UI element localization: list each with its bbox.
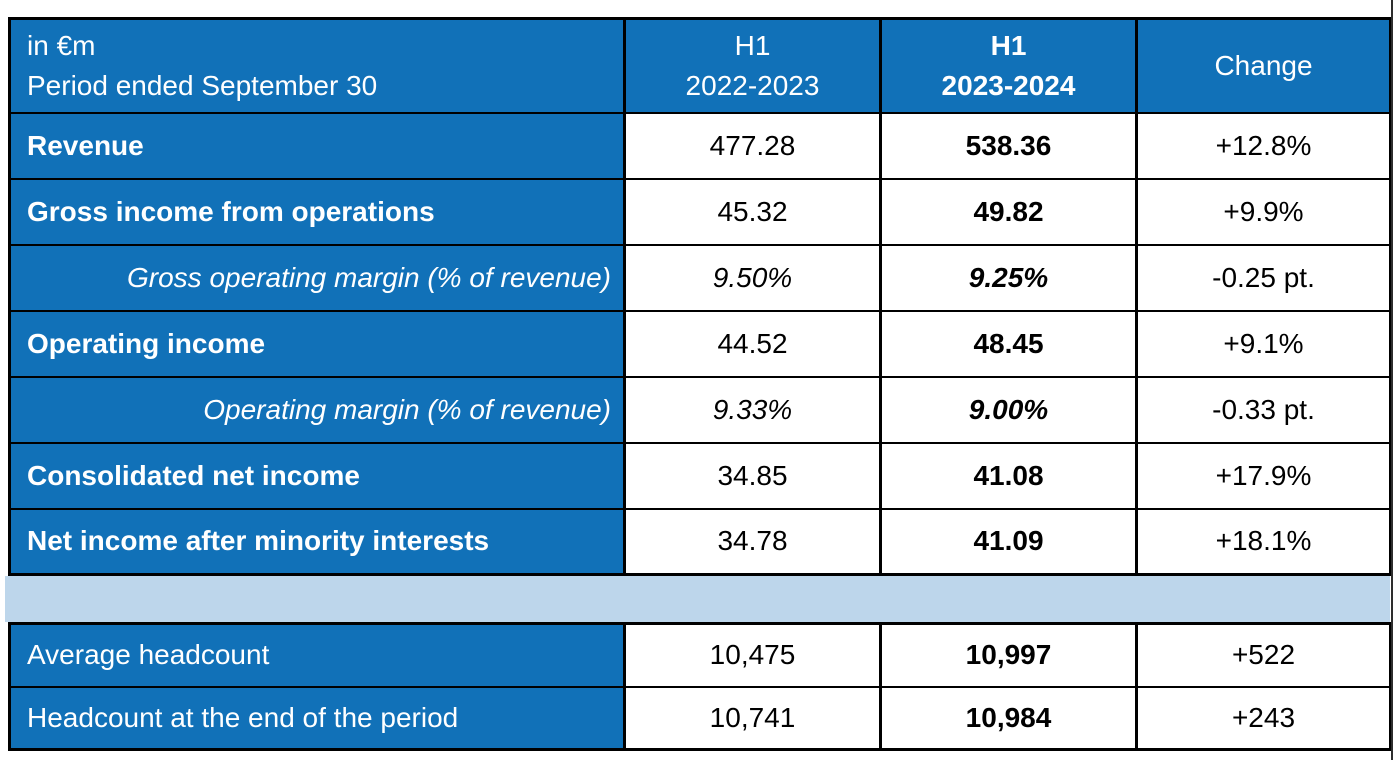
row-label: Consolidated net income	[8, 441, 626, 510]
prior-value: 34.78	[623, 507, 882, 576]
change-value: -0.33 pt.	[1135, 375, 1392, 444]
current-value: 10,984	[879, 685, 1138, 751]
current-value: 41.08	[879, 441, 1138, 510]
prior-value: 45.32	[623, 177, 882, 246]
headcount-table: Average headcount 10,475 10,997 +522 Hea…	[8, 622, 1392, 751]
average-headcount-row: Average headcount 10,475 10,997 +522	[8, 622, 1392, 688]
gross-operating-margin-row: Gross operating margin (% of revenue) 9.…	[8, 243, 1392, 312]
revenue-row: Revenue 477.28 538.36 +12.8%	[8, 111, 1392, 180]
prior-value: 34.85	[623, 441, 882, 510]
prior-value: 10,741	[623, 685, 882, 751]
change-value: +243	[1135, 685, 1392, 751]
unit-label: in €m	[27, 30, 96, 61]
change-value: +9.9%	[1135, 177, 1392, 246]
gross-income-row: Gross income from operations 45.32 49.82…	[8, 177, 1392, 246]
row-label: Headcount at the end of the period	[8, 685, 626, 751]
operating-margin-row: Operating margin (% of revenue) 9.33% 9.…	[8, 375, 1392, 444]
prior-value: 477.28	[623, 111, 882, 180]
change-value: -0.25 pt.	[1135, 243, 1392, 312]
prior-value: 9.50%	[623, 243, 882, 312]
col-header-h1-2023-2024: H1 2023-2024	[879, 17, 1138, 114]
current-value: 49.82	[879, 177, 1138, 246]
row-label: Gross operating margin (% of revenue)	[8, 243, 626, 312]
col-header-h1-2022-2023: H1 2022-2023	[623, 17, 882, 114]
current-value: 9.25%	[879, 243, 1138, 312]
financial-results-sheet: in €m Period ended September 30 H1 2022-…	[5, 17, 1392, 751]
consolidated-net-income-row: Consolidated net income 34.85 41.08 +17.…	[8, 441, 1392, 510]
unit-period-header: in €m Period ended September 30	[8, 17, 626, 114]
financial-results-table: in €m Period ended September 30 H1 2022-…	[8, 17, 1392, 576]
headcount-end-period-row: Headcount at the end of the period 10,74…	[8, 685, 1392, 751]
prior-value: 44.52	[623, 309, 882, 378]
row-label: Net income after minority interests	[8, 507, 626, 576]
period-label: Period ended September 30	[27, 69, 378, 101]
row-label: Revenue	[8, 111, 626, 180]
change-value: +18.1%	[1135, 507, 1392, 576]
current-value: 10,997	[879, 622, 1138, 688]
row-label: Operating margin (% of revenue)	[8, 375, 626, 444]
prior-value: 10,475	[623, 622, 882, 688]
current-value: 48.45	[879, 309, 1138, 378]
current-value: 41.09	[879, 507, 1138, 576]
header-row: in €m Period ended September 30 H1 2022-…	[8, 17, 1392, 114]
change-value: +17.9%	[1135, 441, 1392, 510]
net-income-after-minority-row: Net income after minority interests 34.7…	[8, 507, 1392, 576]
current-value: 9.00%	[879, 375, 1138, 444]
operating-income-row: Operating income 44.52 48.45 +9.1%	[8, 309, 1392, 378]
prior-value: 9.33%	[623, 375, 882, 444]
current-value: 538.36	[879, 111, 1138, 180]
change-value: +9.1%	[1135, 309, 1392, 378]
col-header-change: Change	[1135, 17, 1392, 114]
change-value: +12.8%	[1135, 111, 1392, 180]
row-label: Average headcount	[8, 622, 626, 688]
change-value: +522	[1135, 622, 1392, 688]
spacer-band	[5, 576, 1390, 622]
row-label: Gross income from operations	[8, 177, 626, 246]
row-label: Operating income	[8, 309, 626, 378]
page-edge-line	[1391, 0, 1393, 760]
